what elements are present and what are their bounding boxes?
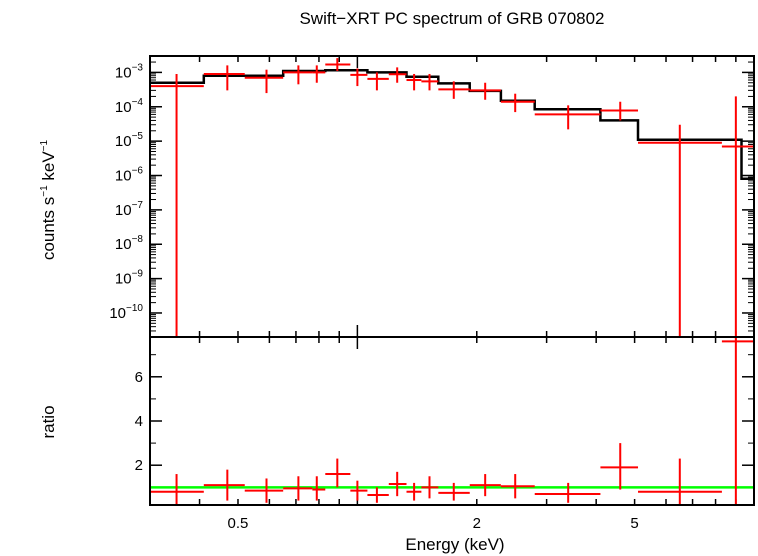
spectrum-data-point bbox=[721, 96, 754, 337]
spectrum-data-point bbox=[534, 105, 601, 130]
spectrum-data-point bbox=[421, 73, 439, 91]
spectrum-data-point bbox=[244, 69, 284, 94]
x-tick-label: 2 bbox=[473, 515, 481, 532]
model-step-line bbox=[150, 69, 754, 181]
ratio-data-point bbox=[367, 487, 389, 503]
y-tick-label-top: 10−8 bbox=[115, 234, 144, 253]
x-axis-label: Energy (keV) bbox=[405, 535, 504, 554]
spectrum-data-point bbox=[350, 68, 368, 87]
spectrum-data-point bbox=[438, 81, 470, 99]
bottom-y-axis-label: ratio bbox=[39, 405, 58, 438]
ratio-data-point bbox=[203, 469, 245, 501]
spectrum-data-point bbox=[388, 67, 407, 83]
spectrum-data-point bbox=[600, 101, 639, 121]
ratio-data-point bbox=[500, 474, 535, 499]
ratio-data-point bbox=[325, 458, 351, 488]
x-tick-label: 5 bbox=[630, 515, 638, 532]
y-tick-label-bottom: 6 bbox=[135, 369, 143, 386]
spectrum-data-point bbox=[367, 72, 389, 91]
bottom-panel-data bbox=[150, 337, 754, 505]
ratio-data-point bbox=[469, 474, 501, 497]
spectrum-data-point bbox=[203, 65, 245, 91]
spectrum-data-point bbox=[283, 65, 313, 85]
spectrum-data-point bbox=[150, 73, 204, 337]
ratio-data-point bbox=[534, 482, 601, 503]
y-tick-label-top: 10−6 bbox=[115, 166, 144, 185]
y-tick-label-top: 10−9 bbox=[115, 269, 144, 288]
ratio-data-point bbox=[350, 480, 368, 501]
y-tick-label-top: 10−7 bbox=[115, 200, 144, 219]
x-tick-label: 0.5 bbox=[228, 515, 249, 532]
ratio-data-point bbox=[600, 443, 639, 490]
top-panel-ticks: 10−3 10−4 10−5 10−6 10−7 10−8 10−9 10−10 bbox=[109, 55, 755, 338]
ratio-data-point bbox=[406, 482, 422, 501]
ratio-data-point bbox=[150, 474, 204, 505]
bottom-panel-ticks: 0.5 2 5 2 4 6 bbox=[135, 337, 755, 532]
spectrum-data-point bbox=[325, 58, 351, 71]
ratio-data-point bbox=[388, 471, 407, 497]
bottom-panel-frame bbox=[149, 336, 755, 506]
ratio-data-point bbox=[421, 476, 439, 499]
y-tick-label-bottom: 2 bbox=[135, 457, 143, 474]
y-tick-label-top: 10−3 bbox=[115, 62, 144, 81]
spectrum-data-point bbox=[500, 93, 535, 113]
y-tick-label-top: 10−4 bbox=[115, 97, 144, 116]
ratio-data-point bbox=[244, 478, 284, 503]
top-y-axis-label: counts s−1 keV−1 bbox=[39, 139, 58, 260]
y-tick-label-top: 10−5 bbox=[115, 131, 144, 150]
top-panel-data bbox=[150, 58, 754, 337]
ratio-data-point bbox=[721, 337, 754, 505]
spectrum-data-point bbox=[469, 82, 501, 100]
spectrum-data-point bbox=[406, 73, 422, 91]
spectrum-data-point bbox=[312, 65, 326, 83]
ratio-data-point bbox=[312, 476, 326, 501]
top-panel-model bbox=[150, 69, 754, 181]
y-tick-label-bottom: 4 bbox=[135, 413, 143, 430]
ratio-data-point bbox=[438, 482, 470, 501]
ratio-data-point bbox=[283, 476, 313, 501]
spectrum-data-point bbox=[638, 124, 722, 337]
ratio-data-point bbox=[638, 458, 722, 505]
y-tick-label-top: 10−10 bbox=[109, 303, 143, 322]
chart-title: Swift−XRT PC spectrum of GRB 070802 bbox=[299, 9, 604, 28]
top-panel-frame bbox=[149, 55, 755, 338]
